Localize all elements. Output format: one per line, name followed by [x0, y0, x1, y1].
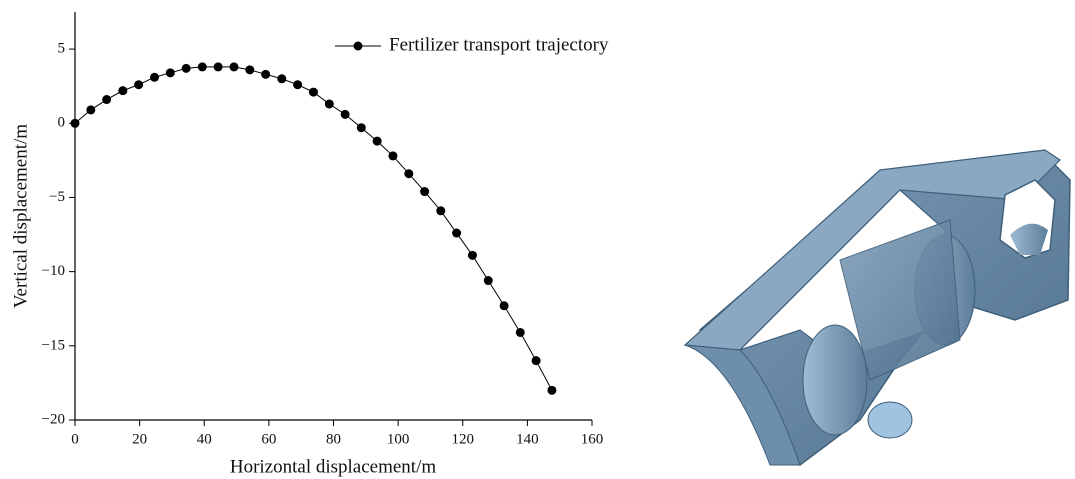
page: 0 20 40 60 80 100 120 140 160 −20 −15 −10 −5 0 5 Fertil… — [0, 0, 1075, 479]
trajectory-point — [229, 62, 238, 71]
trajectory-point — [325, 99, 334, 108]
trajectory-point — [547, 386, 556, 395]
trajectory-point — [198, 62, 207, 71]
y-tick-label: −5 — [49, 189, 65, 205]
trajectory-point — [71, 119, 80, 128]
trajectory-point — [245, 65, 254, 74]
trajectory-point — [516, 328, 525, 337]
trajectory-point — [309, 88, 318, 97]
x-tick-label: 40 — [197, 431, 212, 447]
trajectory-point — [134, 80, 143, 89]
trajectory-point — [166, 68, 175, 77]
trajectory-point — [357, 123, 366, 132]
trajectory-point — [214, 62, 223, 71]
trajectory-point — [532, 356, 541, 365]
x-tick-label: 20 — [132, 431, 147, 447]
trajectory-point — [277, 74, 286, 83]
y-tick-label: −10 — [42, 263, 65, 279]
trajectory-point — [500, 301, 509, 310]
trajectory-point — [261, 70, 270, 79]
y-tick-label: −15 — [42, 337, 65, 353]
y-tick-label: 0 — [58, 115, 66, 131]
trajectory-point — [436, 206, 445, 215]
x-tick-label: 60 — [261, 431, 276, 447]
chart: 0 20 40 60 80 100 120 140 160 −20 −15 −10 −5 0 5 Fertil… — [42, 12, 609, 447]
trajectory-point — [404, 169, 413, 178]
trajectory-point — [388, 151, 397, 160]
y-axis-title: Vertical displacement/m — [10, 124, 31, 308]
trajectory-point — [452, 229, 461, 238]
y-tick-label: −20 — [42, 411, 65, 427]
trajectory-point — [341, 110, 350, 119]
x-axis-title: Horizontal displacement/m — [230, 456, 437, 477]
trajectory-point — [118, 86, 127, 95]
y-tick-label: 5 — [58, 41, 66, 57]
trajectory-point — [86, 105, 95, 114]
legend-text: Fertilizer transport trajectory — [389, 34, 609, 55]
x-tick-label: 100 — [387, 431, 410, 447]
trajectory-line — [75, 67, 552, 390]
trajectory-point — [373, 137, 382, 146]
trajectory-point — [468, 251, 477, 260]
legend-marker — [354, 42, 363, 51]
x-tick-label: 160 — [581, 431, 604, 447]
x-tick-label: 140 — [516, 431, 539, 447]
trajectory-point — [484, 276, 493, 285]
trajectory-point — [293, 80, 302, 89]
trajectory-point — [102, 95, 111, 104]
x-tick-label: 120 — [452, 431, 475, 447]
bracket-rendering — [685, 150, 1070, 465]
trajectory-point — [420, 187, 429, 196]
trajectory-point — [150, 73, 159, 82]
x-tick-label: 80 — [326, 431, 341, 447]
x-tick-label: 0 — [71, 431, 79, 447]
trajectory-point — [182, 64, 191, 73]
